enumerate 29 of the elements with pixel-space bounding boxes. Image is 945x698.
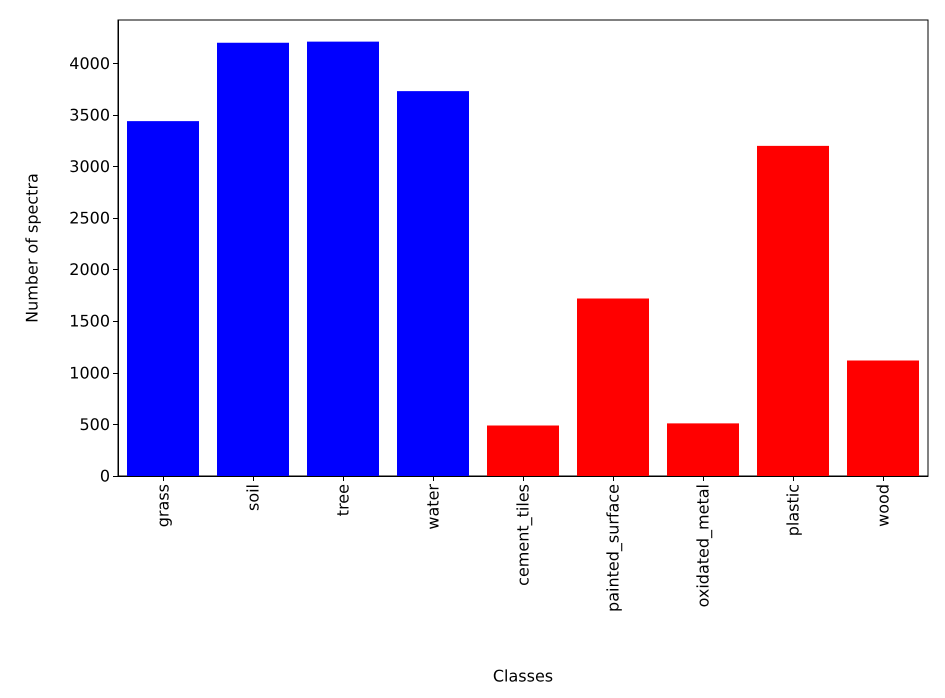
x-tick-label: painted_surface [604, 484, 622, 612]
bar [577, 298, 649, 476]
y-tick-label: 4000 [69, 54, 110, 73]
bar [307, 42, 379, 476]
y-axis-title: Number of spectra [22, 173, 42, 323]
y-tick-label: 3000 [69, 157, 110, 176]
y-tick-label: 3500 [69, 105, 110, 124]
x-tick-label: soil [244, 484, 262, 512]
x-tick-label: plastic [784, 484, 802, 536]
bar [397, 91, 469, 476]
x-tick-label: cement_tiles [514, 484, 532, 586]
x-tick-label: wood [874, 484, 892, 527]
y-tick-label: 2500 [69, 208, 110, 228]
bar [757, 146, 829, 476]
x-axis-title: Classes [492, 666, 554, 686]
y-tick-label: 1500 [69, 312, 110, 331]
bar [847, 360, 919, 476]
x-tick-label: tree [334, 484, 352, 516]
y-tick-label: 1000 [69, 363, 110, 382]
y-tick-label: 0 [100, 466, 110, 486]
x-tick-label: oxidated_metal [694, 484, 712, 608]
bar [667, 423, 739, 476]
bar [217, 42, 289, 476]
y-tick-label: 500 [79, 414, 110, 434]
y-tick-label: 2000 [69, 260, 110, 280]
x-tick-label: grass [154, 484, 172, 528]
bar [127, 121, 199, 476]
x-tick-label: water [424, 484, 442, 530]
bar [487, 425, 559, 476]
